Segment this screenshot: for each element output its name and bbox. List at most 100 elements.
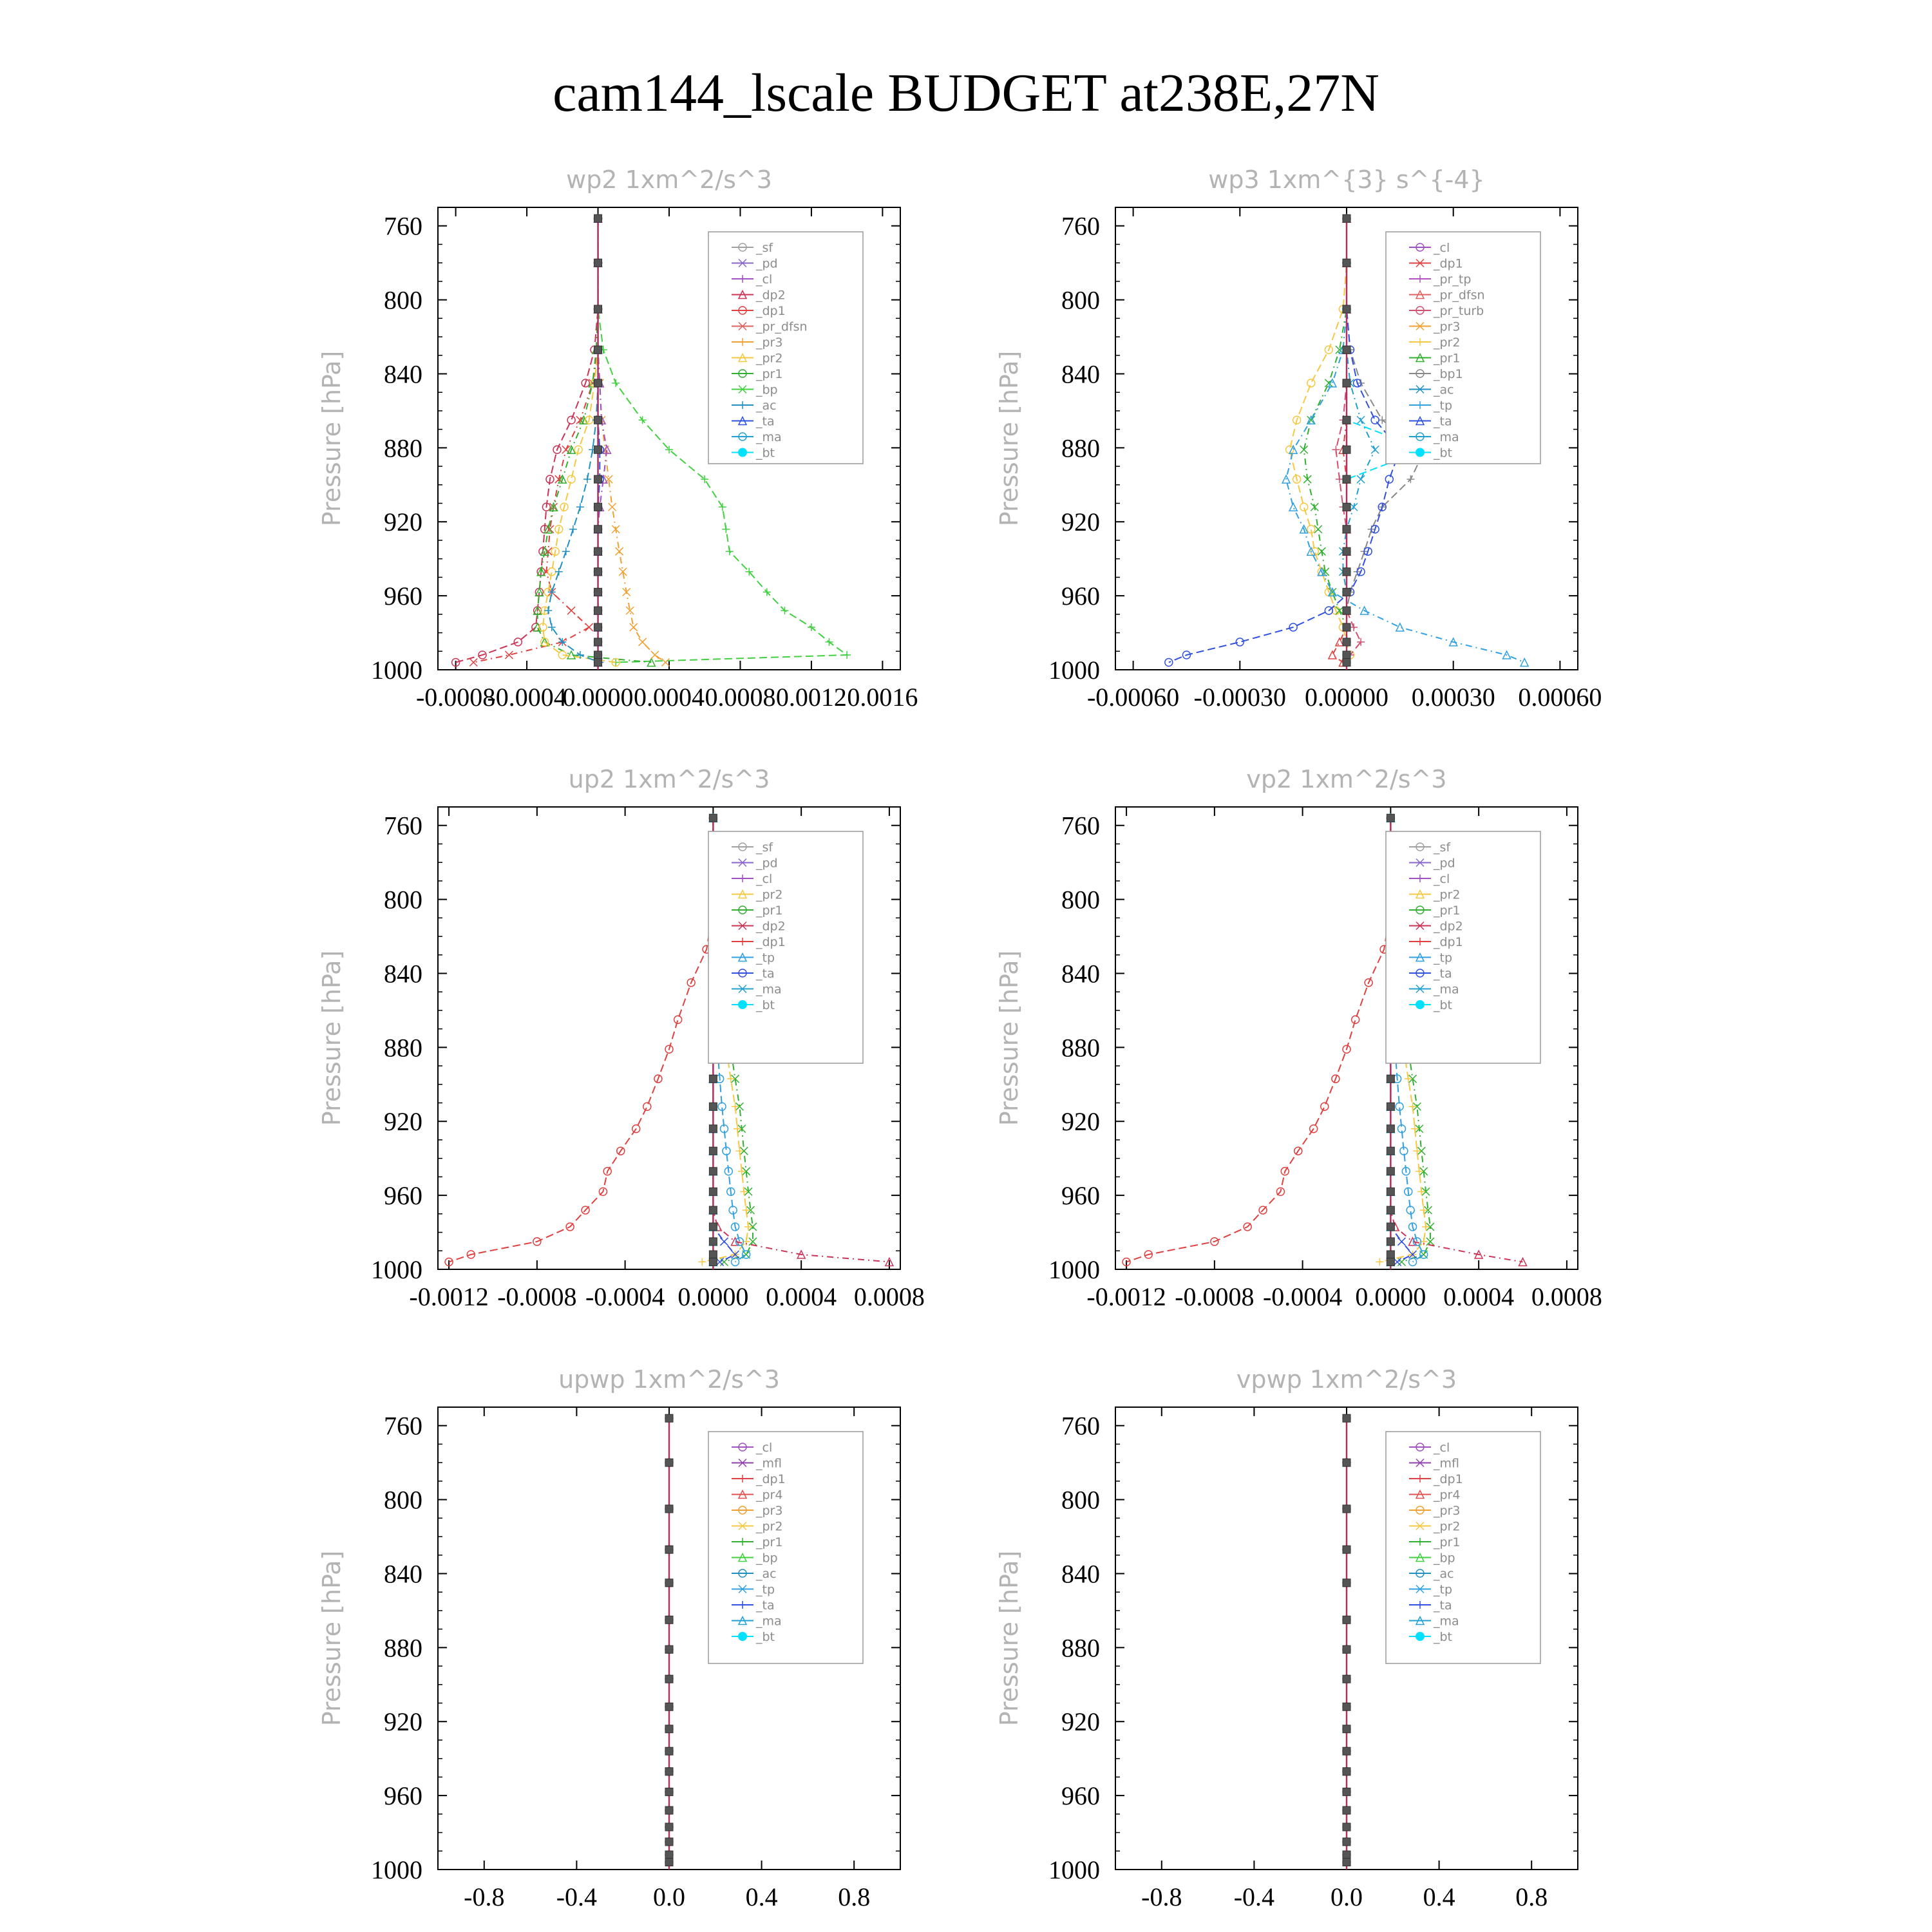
zero-marker [1342, 345, 1351, 354]
y-tick-label: 960 [384, 1781, 422, 1810]
data-point [451, 658, 460, 667]
legend-marker [738, 1632, 747, 1641]
data-point [1342, 1045, 1351, 1054]
data-point [562, 547, 570, 556]
data-point [1378, 502, 1387, 512]
data-point [1327, 587, 1338, 597]
data-point [1258, 1206, 1267, 1215]
legend-marker [1416, 842, 1425, 851]
data-point [1422, 1222, 1430, 1231]
data-point [1306, 546, 1316, 556]
legend-marker [737, 289, 748, 299]
legend-marker [737, 352, 748, 363]
data-point [737, 1124, 746, 1133]
zero-marker [1386, 1146, 1395, 1155]
legend-marker [1416, 338, 1424, 346]
y-tick-label: 800 [1061, 886, 1100, 914]
data-point [1419, 1206, 1428, 1215]
chart-panel-5: upwp 1xm^2/s^3 760 800 840 880 920 960 1000 -0.8… [317, 1365, 901, 1911]
zero-marker [665, 1458, 674, 1467]
legend-marker [1416, 448, 1425, 457]
zero-marker [665, 1578, 674, 1587]
data-point [569, 525, 577, 533]
data-point [884, 1256, 895, 1267]
data-point [1415, 1124, 1424, 1133]
y-axis-label: Pressure [hPa] [317, 951, 346, 1126]
panel-title: upwp 1xm^2/s^3 [558, 1365, 780, 1394]
zero-marker [594, 475, 603, 484]
zero-marker [1386, 1074, 1395, 1083]
data-point [733, 1124, 741, 1133]
y-tick-label: 880 [384, 1033, 422, 1062]
data-point [1292, 475, 1302, 484]
legend-label: _cl [755, 1441, 772, 1455]
data-point [608, 502, 617, 511]
y-tick-label: 960 [384, 582, 422, 611]
y-tick-label: 840 [1061, 359, 1100, 388]
legend-marker [738, 984, 747, 994]
data-point [701, 475, 709, 484]
legend-marker [739, 875, 746, 882]
zero-marker [1342, 525, 1351, 534]
legend-marker [738, 369, 747, 378]
legend-marker [1416, 401, 1424, 409]
data-point [737, 1167, 746, 1175]
legend-label: _pr_turb [1433, 304, 1484, 318]
legend-label: _ac [755, 399, 777, 413]
data-point [1502, 650, 1511, 659]
zero-marker [1342, 445, 1351, 454]
zero-marker [1342, 415, 1351, 424]
x-tick-label: -0.0004 [1263, 1282, 1342, 1311]
legend-marker [738, 1458, 747, 1468]
zero-marker [665, 1823, 674, 1832]
legend-box [708, 831, 864, 1064]
data-point [1421, 1187, 1430, 1196]
legend-label: _bp [755, 1551, 778, 1566]
legend-marker [1415, 289, 1425, 299]
data-point [540, 546, 549, 556]
legend-label: _dp1 [1433, 1472, 1463, 1486]
data-point [1352, 379, 1362, 388]
data-point [731, 1074, 740, 1083]
zero-marker [594, 547, 603, 556]
data-point [742, 1206, 750, 1215]
data-point [724, 1167, 734, 1176]
data-point [730, 1236, 740, 1246]
data-point [611, 658, 620, 667]
zero-marker [708, 1102, 717, 1111]
data-point [544, 524, 553, 534]
data-point [1122, 1257, 1131, 1267]
data-point [1518, 1256, 1528, 1267]
zero-marker [708, 1146, 717, 1155]
data-point [1307, 379, 1316, 388]
zero-marker [708, 813, 717, 822]
legend-label: _pr1 [755, 1535, 782, 1549]
data-point [1349, 502, 1358, 511]
data-point [1363, 547, 1372, 556]
zero-marker [1342, 1545, 1351, 1554]
data-point [1303, 475, 1312, 484]
zero-marker [594, 525, 603, 534]
legend-marker [1416, 306, 1425, 315]
data-point [611, 525, 620, 534]
data-point [719, 1237, 729, 1246]
zero-marker [1386, 1167, 1395, 1176]
legend-label: _bt [1433, 446, 1452, 460]
y-tick-label: 920 [1061, 1107, 1100, 1136]
data-point [549, 502, 558, 512]
data-point [1378, 416, 1387, 424]
zero-marker [594, 587, 603, 596]
x-tick-label: -0.0008 [1175, 1282, 1254, 1311]
zero-marker [1342, 1725, 1351, 1734]
data-point [1399, 1146, 1408, 1155]
data-point [647, 657, 656, 667]
legend-label: _ma [755, 983, 782, 997]
zero-marker [1342, 1747, 1351, 1756]
legend: _cl _mfl_dp1 _pr4 _pr3 _pr2_pr1 _bp_ac _tp_ta _… [1385, 1431, 1541, 1664]
y-tick-label: 920 [384, 1707, 422, 1736]
data-point [567, 415, 576, 425]
data-point [469, 658, 478, 667]
x-tick-label: 0.8 [838, 1882, 870, 1911]
data-point [722, 1146, 731, 1155]
data-point [1356, 415, 1365, 424]
